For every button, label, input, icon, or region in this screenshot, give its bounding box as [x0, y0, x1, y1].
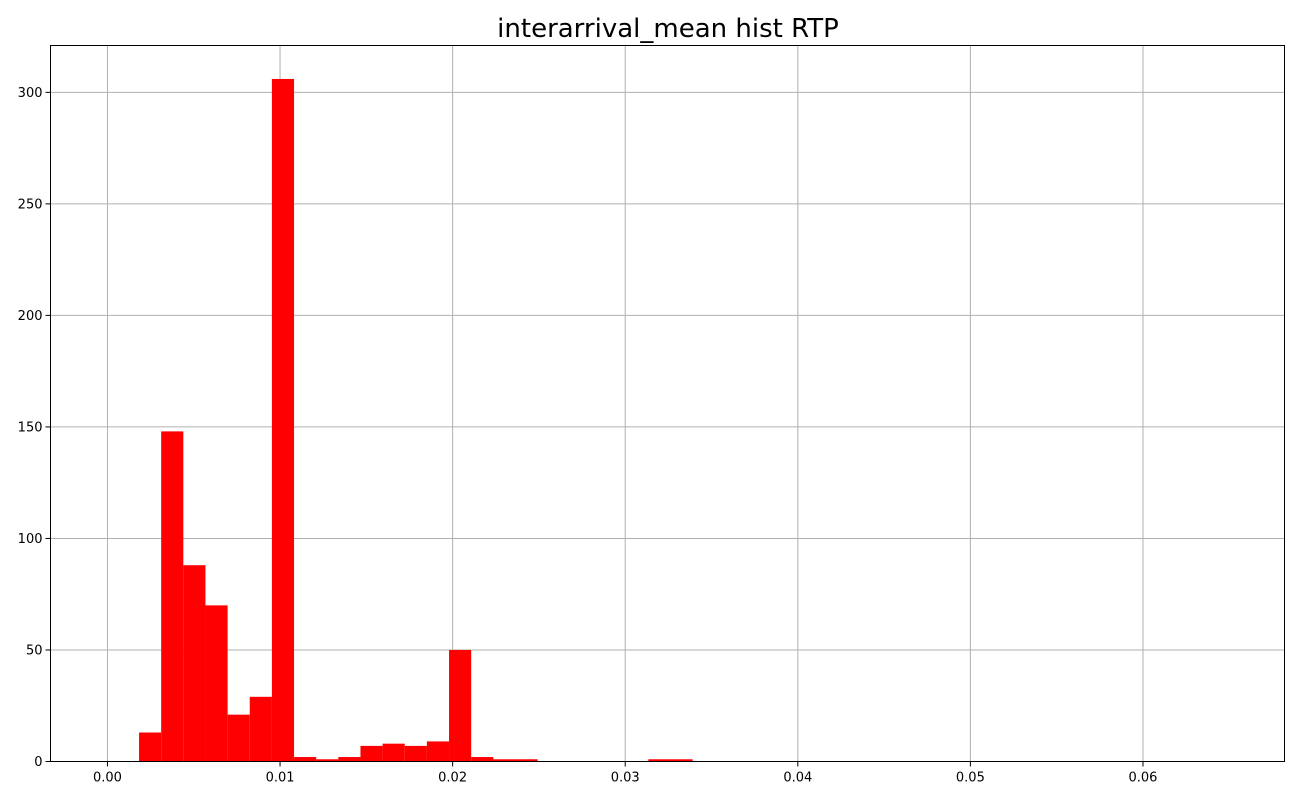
histogram-bar: [670, 759, 693, 762]
histogram-bar: [205, 605, 228, 762]
x-tick-label: 0.00: [93, 771, 122, 786]
y-tick-label: 250: [18, 197, 43, 212]
histogram-bar: [471, 757, 494, 762]
grid-lines: [50, 45, 1285, 762]
y-tick-label: 50: [26, 643, 43, 658]
histogram-bar: [294, 757, 317, 762]
x-tick-label: 0.03: [611, 771, 640, 786]
histogram-bar: [249, 696, 272, 762]
histogram-bars: [139, 78, 693, 762]
histogram-bar: [648, 759, 671, 762]
y-tick-label: 200: [18, 309, 43, 324]
histogram-bar: [161, 431, 184, 762]
chart-title: interarrival_mean hist RTP: [497, 14, 839, 44]
histogram-bar: [404, 745, 427, 762]
y-tick-label: 100: [18, 532, 43, 547]
histogram-bar: [360, 745, 383, 762]
histogram-bar: [515, 759, 538, 762]
y-tick-label: 0: [34, 755, 42, 770]
histogram-bar: [338, 757, 361, 762]
x-tick-label: 0.05: [956, 771, 985, 786]
plot-frame: [50, 45, 1285, 762]
y-tick-label: 300: [18, 86, 43, 101]
x-tick-label: 0.01: [266, 771, 295, 786]
histogram-bar: [382, 743, 405, 762]
x-tick-label: 0.02: [438, 771, 467, 786]
histogram-bar: [183, 565, 206, 762]
histogram-bar: [139, 732, 162, 762]
histogram-bar: [316, 759, 339, 762]
axes: 0.00 0.01 0.02 0.03 0.04 0.05 0.06 0 50 100 150 200…: [18, 86, 1158, 786]
histogram-bar: [449, 649, 472, 762]
histogram-bar: [271, 78, 295, 762]
histogram-bar: [426, 741, 450, 762]
y-tick-label: 150: [18, 420, 43, 435]
x-tick-label: 0.06: [1129, 771, 1158, 786]
histogram-bar: [227, 714, 250, 762]
histogram-bar: [493, 759, 516, 762]
x-tick-label: 0.04: [783, 771, 812, 786]
